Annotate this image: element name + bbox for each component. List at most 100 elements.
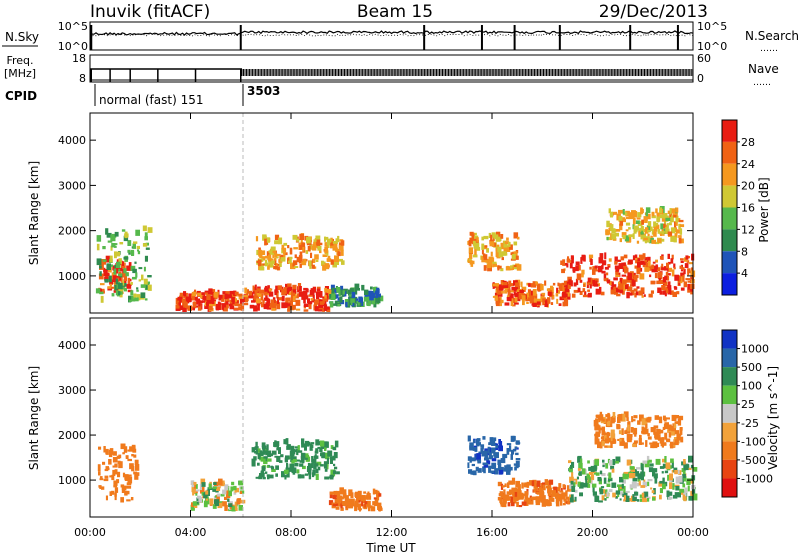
power-echo — [135, 229, 140, 236]
power-echo — [657, 272, 663, 279]
power-echo — [621, 218, 626, 223]
velocity-echo — [309, 443, 313, 451]
velocity-echo — [653, 488, 656, 495]
velocity-echo — [652, 470, 656, 477]
power-echo — [614, 256, 618, 263]
velocity-echo — [129, 446, 133, 452]
velocity-echo — [255, 476, 261, 479]
power-echo — [295, 299, 301, 306]
power-echo — [563, 296, 568, 304]
power-echo — [275, 285, 280, 291]
velocity-echo — [553, 486, 558, 493]
power-colorbar-tick-label: 8 — [741, 245, 748, 258]
power-echo — [667, 261, 671, 265]
power-echo — [196, 298, 201, 304]
power-echo — [263, 303, 269, 310]
velocity-echo — [653, 425, 659, 429]
power-echo — [294, 290, 297, 298]
velocity-echo — [613, 439, 617, 444]
velocity-echo — [267, 475, 270, 480]
power-echo — [650, 235, 653, 238]
power-echo — [640, 226, 644, 231]
power-echo — [125, 272, 129, 277]
velocity-echo — [511, 502, 515, 507]
power-echo — [307, 298, 310, 303]
power-echo — [182, 307, 187, 312]
power-echo — [326, 293, 331, 300]
velocity-echo — [276, 447, 279, 451]
power-echo — [197, 292, 202, 297]
velocity-echo — [286, 465, 289, 469]
power-echo — [509, 283, 514, 287]
power-echo — [532, 289, 537, 296]
power-echo — [122, 280, 125, 286]
velocity-echo — [683, 490, 688, 493]
velocity-echo — [225, 491, 231, 499]
power-echo — [587, 289, 590, 292]
velocity-echo — [484, 454, 489, 460]
velocity-echo — [683, 459, 686, 465]
velocity-echo — [562, 484, 566, 488]
velocity-echo — [472, 470, 477, 475]
power-echo — [111, 243, 116, 248]
power-echo — [227, 298, 230, 302]
velocity-echo — [120, 497, 124, 503]
velocity-echo — [284, 457, 288, 463]
power-echo — [137, 249, 139, 252]
velocity-echo — [320, 464, 324, 467]
velocity-echo — [346, 505, 350, 509]
power-echo — [610, 286, 616, 289]
power-echo — [314, 299, 319, 305]
power-echo — [520, 281, 523, 287]
velocity-echo — [559, 490, 564, 493]
power-echo — [687, 280, 692, 283]
velocity-echo — [467, 456, 471, 461]
power-echo — [504, 241, 510, 245]
velocity-echo — [586, 473, 591, 479]
velocity-echo — [314, 454, 317, 460]
velocity-echo — [304, 457, 308, 460]
velocity-echo — [521, 493, 526, 497]
power-echo — [343, 291, 347, 297]
velocity-echo — [263, 458, 266, 465]
power-echo — [680, 276, 683, 284]
noise-sky-label: N.Sky — [5, 30, 39, 44]
velocity-echo — [349, 499, 352, 502]
velocity-echo — [598, 426, 601, 434]
power-echo — [274, 289, 278, 293]
power-echo — [680, 287, 685, 291]
velocity-echo — [503, 489, 506, 497]
velocity-echo — [354, 504, 358, 512]
velocity-echo — [490, 455, 494, 459]
velocity-echo — [673, 467, 678, 473]
power-echo — [114, 251, 117, 259]
power-echo — [636, 286, 640, 289]
power-echo — [673, 263, 676, 269]
velocity-echo — [639, 434, 642, 440]
power-echo — [536, 301, 541, 305]
power-echo — [281, 302, 286, 309]
power-echo — [493, 234, 499, 240]
power-echo — [633, 225, 638, 233]
velocity-echo — [340, 503, 343, 509]
velocity-echo — [533, 488, 536, 493]
power-echo — [127, 277, 130, 284]
power-echo — [660, 279, 665, 284]
power-echo — [659, 256, 664, 260]
velocity-echo — [201, 482, 206, 487]
power-echo — [556, 298, 559, 304]
power-echo — [615, 229, 621, 232]
velocity-colorbar-tick-label: -1000 — [741, 472, 773, 485]
power-echo — [133, 296, 136, 299]
velocity-echo — [621, 413, 626, 420]
power-echo — [563, 263, 568, 266]
velocity-echo — [200, 486, 205, 494]
velocity-echo — [502, 453, 508, 459]
velocity-echo — [501, 502, 507, 508]
velocity-echo — [644, 419, 648, 422]
power-echo — [102, 259, 107, 262]
power-echo — [635, 220, 640, 224]
power-echo — [636, 240, 640, 244]
power-echo — [264, 259, 268, 265]
